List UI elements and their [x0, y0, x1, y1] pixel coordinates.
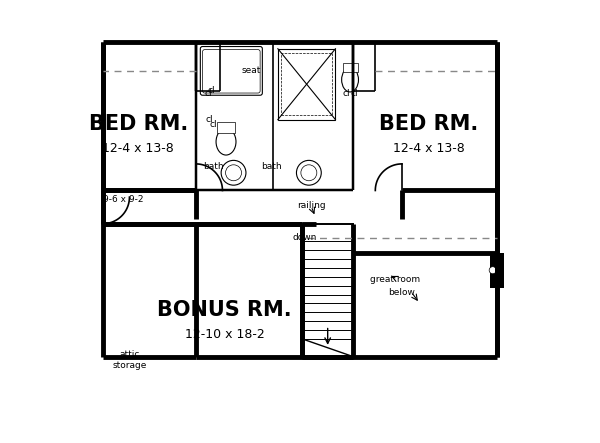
Text: 9-6 x 9-2: 9-6 x 9-2 [103, 195, 143, 204]
Circle shape [221, 160, 246, 185]
Bar [343, 63, 358, 72]
Ellipse shape [341, 67, 358, 92]
Text: below: below [388, 288, 415, 297]
Text: railing: railing [297, 202, 325, 210]
Text: seat: seat [242, 66, 261, 75]
Bar [281, 53, 332, 115]
Circle shape [301, 165, 317, 181]
Text: down: down [292, 233, 317, 241]
Circle shape [489, 267, 496, 274]
FancyBboxPatch shape [200, 47, 262, 95]
Text: 12-10 x 18-2: 12-10 x 18-2 [185, 328, 265, 341]
Text: great room: great room [370, 275, 421, 284]
Text: BED RM.: BED RM. [379, 114, 478, 134]
Text: cl: cl [210, 120, 217, 128]
Text: cl: cl [204, 89, 212, 97]
Text: BONUS RM.: BONUS RM. [157, 300, 292, 320]
Text: cl: cl [205, 115, 213, 124]
Text: storage: storage [112, 361, 146, 370]
Bar [217, 122, 235, 133]
Text: cl: cl [350, 89, 358, 97]
Circle shape [226, 165, 242, 181]
Text: attic: attic [119, 350, 140, 359]
Ellipse shape [216, 128, 236, 155]
Text: bath: bath [261, 162, 281, 171]
Text: cl: cl [208, 86, 215, 95]
Text: 12-4 x 13-8: 12-4 x 13-8 [103, 142, 174, 155]
FancyBboxPatch shape [203, 50, 260, 93]
Bar [278, 49, 335, 120]
Text: BED RM.: BED RM. [89, 114, 188, 134]
Circle shape [296, 160, 321, 185]
Bar [490, 253, 504, 288]
Text: 12-4 x 13-8: 12-4 x 13-8 [392, 142, 464, 155]
Text: cl: cl [343, 89, 350, 97]
Text: bath: bath [203, 162, 224, 171]
